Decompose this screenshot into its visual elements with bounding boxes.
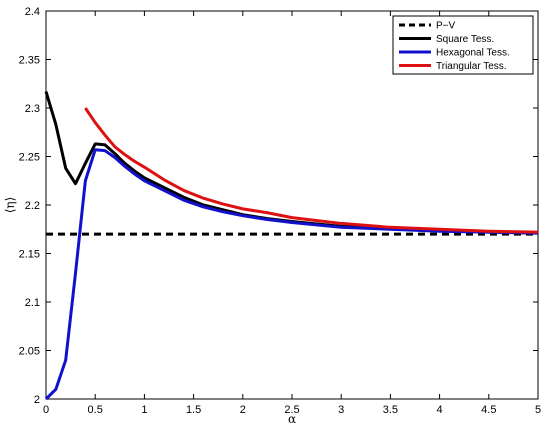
y-axis-label: ⟨η⟩ — [3, 197, 17, 214]
legend-label: Hexagonal Tess. — [436, 48, 510, 59]
plot-area — [45, 10, 539, 400]
series-line-triangular-tess — [84, 107, 539, 234]
legend-label: P−V — [436, 21, 456, 32]
x-tick-label: 4 — [437, 404, 443, 416]
y-tick-label: 2.25 — [19, 152, 40, 164]
y-tick-label: 2 — [34, 394, 40, 406]
legend: P−V Square Tess. Hexagonal Tess. Triangular… — [392, 15, 534, 75]
x-tick-label: 1 — [141, 404, 147, 416]
y-tick-label: 2.2 — [25, 200, 40, 212]
legend-label: Square Tess. — [436, 34, 494, 45]
y-tick-label: 2.15 — [19, 249, 40, 261]
y-tick-label: 2.05 — [19, 346, 40, 358]
x-tick-label: 5 — [535, 404, 541, 416]
x-tick-label: 2 — [240, 404, 246, 416]
y-tick-label: 2.35 — [19, 55, 40, 67]
axis-ticks: 0 0.5 1 1.5 2 2.5 3 3.5 4 4.5 5 2 2.05 2.1 2.15 2.2 2.25… — [19, 6, 541, 416]
x-tick-label: 3 — [338, 404, 344, 416]
series-line-hexagonal-tess — [44, 148, 539, 401]
y-tick-label: 2.3 — [25, 103, 40, 115]
x-tick-label: 4.5 — [481, 404, 496, 416]
x-axis-label: α — [288, 412, 296, 426]
x-tick-label: 2.5 — [284, 404, 299, 416]
x-tick-label: 1.5 — [186, 404, 201, 416]
y-tick-label: 2.1 — [25, 297, 40, 309]
x-tick-label: 0.5 — [88, 404, 103, 416]
x-tick-label: 0 — [43, 404, 49, 416]
y-tick-label: 2.4 — [25, 6, 40, 18]
x-tick-label: 3.5 — [383, 404, 398, 416]
legend-label: Triangular Tess. — [436, 61, 507, 72]
series-lines — [44, 91, 539, 401]
